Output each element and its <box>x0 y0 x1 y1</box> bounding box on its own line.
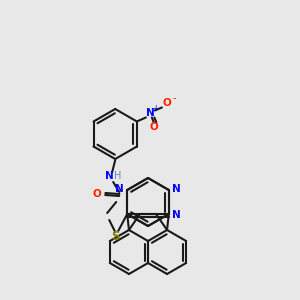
Text: S: S <box>111 230 119 242</box>
Text: +: + <box>153 104 159 113</box>
Text: -: - <box>172 94 176 103</box>
Text: N: N <box>105 171 114 181</box>
Text: N: N <box>116 184 124 194</box>
Text: N: N <box>172 210 181 220</box>
Text: O: O <box>149 122 158 131</box>
Text: O: O <box>93 189 102 199</box>
Text: N: N <box>146 109 155 118</box>
Text: O: O <box>163 98 171 109</box>
Text: N: N <box>172 184 181 194</box>
Text: H: H <box>113 171 121 181</box>
